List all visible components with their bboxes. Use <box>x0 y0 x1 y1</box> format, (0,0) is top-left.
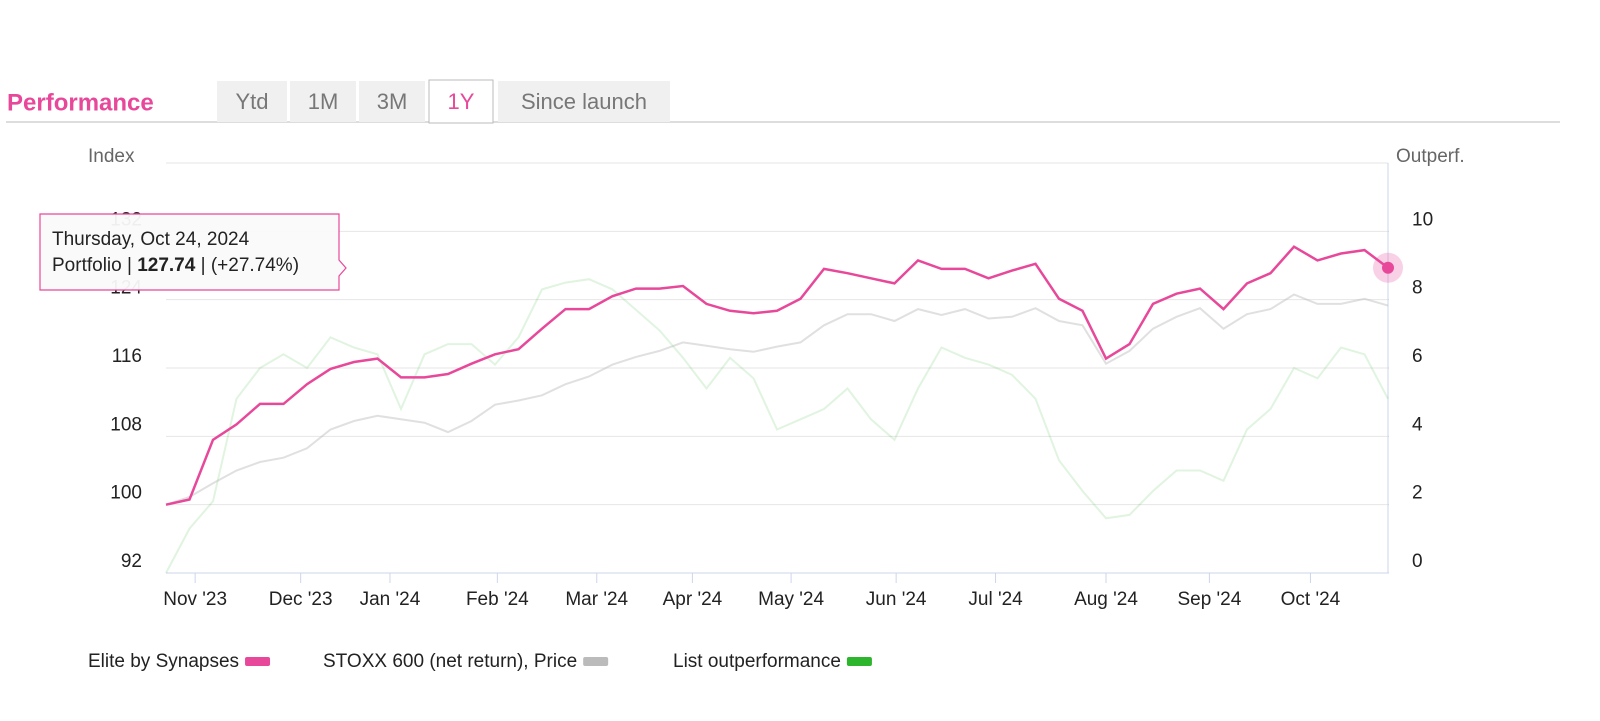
tooltip-date: Thursday, Oct 24, 2024 <box>52 229 250 250</box>
y-tick-label: 108 <box>110 414 142 435</box>
y2-tick-label: 2 <box>1412 483 1423 504</box>
tooltip-sep: | <box>127 255 132 276</box>
tooltip-change: (+27.74%) <box>211 255 299 276</box>
tab-label[interactable]: 1Y <box>448 89 475 114</box>
y-tick-label: 116 <box>112 346 142 367</box>
y2-tick-label: 6 <box>1412 346 1423 367</box>
tab-bar: Ytd 1M 3M 1Y Since launch <box>217 79 670 124</box>
x-tick-label: Nov '23 <box>163 589 227 610</box>
x-tick-label: Feb '24 <box>466 589 529 610</box>
tooltip-sep: | <box>201 255 206 276</box>
y-tick-label: 100 <box>110 483 142 504</box>
section-title: Performance <box>7 89 154 116</box>
tooltip-box <box>39 213 347 291</box>
tooltip-value: 127.74 <box>137 255 196 276</box>
x-tick-label: Sep '24 <box>1177 589 1241 610</box>
tab-label[interactable]: 1M <box>308 89 339 114</box>
tab-label[interactable]: 3M <box>377 89 408 114</box>
chart: 921001081161241320246810IndexOutperf.Nov… <box>88 146 1465 610</box>
series-line <box>165 293 1389 506</box>
x-tick-label: Apr '24 <box>663 589 723 610</box>
y-axis-title: Index <box>88 146 135 167</box>
y2-tick-label: 8 <box>1412 278 1423 299</box>
series-line <box>165 278 1389 574</box>
x-tick-label: Jul '24 <box>968 589 1023 610</box>
tab[interactable] <box>428 79 494 124</box>
x-tick-label: Jan '24 <box>360 589 421 610</box>
y2-tick-label: 0 <box>1412 551 1423 572</box>
tooltip: Thursday, Oct 24, 2024 Portfolio | 127.7… <box>39 213 347 291</box>
legend-swatch <box>846 657 872 666</box>
series-line <box>165 245 1389 506</box>
x-tick-label: May '24 <box>758 589 824 610</box>
y2-tick-label: 4 <box>1412 414 1423 435</box>
x-tick-label: Jun '24 <box>866 589 927 610</box>
tab-label[interactable]: Ytd <box>235 89 268 114</box>
legend: Elite by Synapses STOXX 600 (net return),… <box>88 651 872 672</box>
tab[interactable] <box>290 81 356 122</box>
y-tick-label: 92 <box>121 551 142 572</box>
hover-marker <box>1382 261 1394 274</box>
tab[interactable] <box>498 81 670 122</box>
tooltip-label: Portfolio <box>52 255 122 276</box>
x-tick-label: Oct '24 <box>1281 589 1341 610</box>
x-tick-label: Dec '23 <box>269 589 333 610</box>
tab-label[interactable]: Since launch <box>521 89 647 114</box>
legend-swatch <box>583 657 609 666</box>
y2-tick-label: 10 <box>1412 209 1433 230</box>
y2-axis-title: Outperf. <box>1396 146 1465 167</box>
legend-swatch <box>245 657 271 666</box>
tooltip-line: Portfolio | 127.74 | (+27.74%) <box>52 255 299 276</box>
x-tick-label: Mar '24 <box>565 589 628 610</box>
legend-label[interactable]: List outperformance <box>673 651 841 672</box>
x-tick-label: Aug '24 <box>1074 589 1138 610</box>
tab[interactable] <box>217 81 287 122</box>
legend-label[interactable]: STOXX 600 (net return), Price <box>323 651 577 672</box>
tab[interactable] <box>359 81 425 122</box>
legend-label[interactable]: Elite by Synapses <box>88 651 239 672</box>
